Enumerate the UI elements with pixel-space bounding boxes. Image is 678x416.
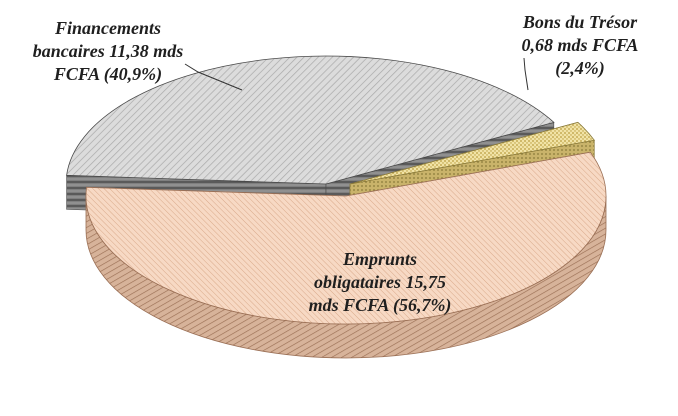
slice-label-0-line-0: Financements [54, 18, 161, 38]
slice-labels: Financements bancaires 11,38 mds FCFA (40,… [33, 12, 639, 316]
slice-label-1-line-2: (2,4%) [555, 58, 604, 79]
slice-label-1: Bons du Trésor 0,68 mds FCFA (2,4%) [522, 12, 639, 79]
pie-tops [66, 55, 607, 325]
slice-top-2 [85, 151, 607, 325]
slice-label-2-line-1: obligataires 15,75 [314, 272, 446, 292]
leader-lines [184, 57, 529, 91]
slice-label-1-line-1: 0,68 mds FCFA [522, 35, 639, 55]
slice-top-1 [349, 121, 596, 185]
slice-top-0 [66, 55, 555, 185]
slice-label-0-line-2: FCFA (40,9%) [53, 64, 162, 85]
slice-label-2-line-0: Emprunts [342, 249, 417, 269]
slice-label-2: Emprunts obligataires 15,75 mds FCFA (56,7… [309, 249, 452, 316]
slice-label-2-line-2: mds FCFA (56,7%) [309, 295, 452, 316]
leader-line-financements [184, 63, 243, 91]
leader-line-bons [523, 57, 529, 91]
slice-label-0: Financements bancaires 11,38 mds FCFA (40,… [33, 18, 184, 85]
slice-label-1-line-0: Bons du Trésor [522, 12, 638, 32]
slice-label-0-line-1: bancaires 11,38 mds [33, 41, 184, 61]
